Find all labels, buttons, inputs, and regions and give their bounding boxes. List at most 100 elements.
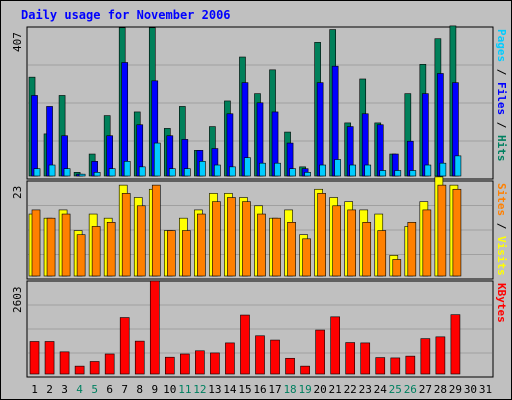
bar-pages-day-8 [138,166,146,177]
x-tick-label: 20 [313,383,327,396]
bar-sites-day-2 [46,217,56,277]
x-tick-label: 18 [283,383,297,396]
bar-pages-day-23 [364,164,372,177]
ymax-label-hits_files_pages: 407 [11,32,24,52]
bar-kbytes-day-20 [315,329,325,375]
bar-sites-day-7 [121,193,131,277]
x-tick-label: 16 [253,383,267,396]
bar-files-day-1 [31,95,38,177]
bar-sites-day-29 [452,188,462,277]
ymax-label-visits_sites: 23 [11,185,24,199]
x-tick-label: 25 [388,383,402,396]
bar-sites-day-11 [182,230,191,277]
bar-pages-day-1 [33,168,41,177]
ymax-label-kbytes: 2603 [11,286,24,314]
bar-kbytes-day-18 [285,357,295,375]
bar-files-day-27 [422,93,429,177]
bar-kbytes-day-29 [450,314,461,375]
bar-kbytes-day-16 [255,335,265,375]
x-tick-label: 8 [136,383,144,396]
bar-kbytes-day-23 [360,342,371,375]
bar-pages-day-19 [304,172,311,177]
bar-kbytes-day-19 [300,365,310,375]
bar-kbytes-day-13 [210,352,220,375]
x-tick-label: 12 [193,383,207,396]
bar-pages-day-18 [289,168,296,177]
x-tick-label: 14 [223,383,237,396]
bar-pages-day-6 [108,168,116,177]
bar-sites-day-9 [151,184,161,277]
bar-sites-day-3 [61,213,71,277]
bar-pages-day-5 [93,172,101,177]
bar-sites-day-23 [362,222,372,277]
bar-pages-day-22 [349,164,357,177]
x-tick-label: 7 [121,383,129,396]
bar-kbytes-day-24 [375,357,386,375]
x-tick-label: 9 [151,383,159,396]
bar-files-day-20 [316,82,324,177]
x-tick-label: 26 [403,383,417,396]
x-tick-label: 6 [106,383,113,396]
bar-pages-day-12 [199,161,206,177]
bar-sites-day-15 [242,201,251,277]
bar-pages-day-27 [424,164,432,177]
x-tick-label: 30 [463,383,478,396]
x-tick-label: 11 [178,383,192,396]
bar-sites-day-5 [91,226,101,277]
bar-sites-day-4 [76,234,86,277]
bar-sites-day-21 [332,205,341,277]
bar-kbytes-day-2 [44,341,55,375]
x-tick-label: 31 [478,383,493,396]
legend-part: KBytes [495,283,508,323]
legend-part: Files [495,82,508,116]
bar-sites-day-24 [377,230,387,277]
bar-kbytes-day-21 [330,316,340,375]
legend-kbytes: KBytes [495,283,508,323]
bar-kbytes-day-15 [240,314,250,375]
bar-kbytes-day-6 [104,353,115,375]
bar-pages-day-4 [78,173,86,177]
x-tick-label: 5 [91,383,98,396]
x-tick-label: 27 [418,383,432,396]
bar-pages-day-14 [229,166,236,177]
x-tick-label: 22 [343,383,357,396]
bar-pages-day-26 [409,170,417,177]
bar-pages-day-11 [184,168,191,177]
bar-pages-day-7 [123,161,131,177]
legend-visits_sites: Sites / Visits [495,183,508,276]
bar-sites-day-6 [106,222,116,277]
bar-pages-day-28 [439,162,447,177]
bar-sites-day-8 [136,205,146,277]
bar-kbytes-day-7 [119,317,130,375]
bar-pages-day-24 [379,170,387,177]
bar-pages-day-25 [394,170,402,177]
bar-pages-day-15 [244,157,251,177]
bar-pages-day-2 [48,164,56,177]
bar-kbytes-day-10 [164,356,175,375]
bar-kbytes-day-22 [345,342,356,375]
legend-part: / [495,62,508,82]
bar-pages-day-10 [168,168,176,177]
bar-kbytes-day-26 [405,355,416,375]
legend-part: / [495,216,508,236]
x-tick-label: 10 [163,383,177,396]
bar-sites-day-17 [272,217,281,277]
bar-sites-day-14 [227,197,236,277]
bar-sites-day-16 [257,213,266,277]
bar-kbytes-day-28 [435,336,446,375]
chart-title: Daily usage for November 2006 [21,8,231,22]
legend-hits_files_pages: Pages / Files / Hits [495,29,508,162]
bar-kbytes-day-8 [134,340,145,375]
x-tick-label: 4 [76,383,83,396]
bar-sites-day-27 [422,209,432,277]
bar-sites-day-22 [347,209,357,277]
legend-part: Hits [495,135,508,162]
x-tick-label: 29 [448,383,463,396]
bar-pages-day-29 [454,155,462,177]
x-tick-label: 28 [433,383,447,396]
bar-sites-day-10 [166,230,176,277]
x-tick-label: 3 [61,383,68,396]
bar-sites-day-26 [407,222,417,277]
bar-kbytes-day-17 [270,339,280,375]
